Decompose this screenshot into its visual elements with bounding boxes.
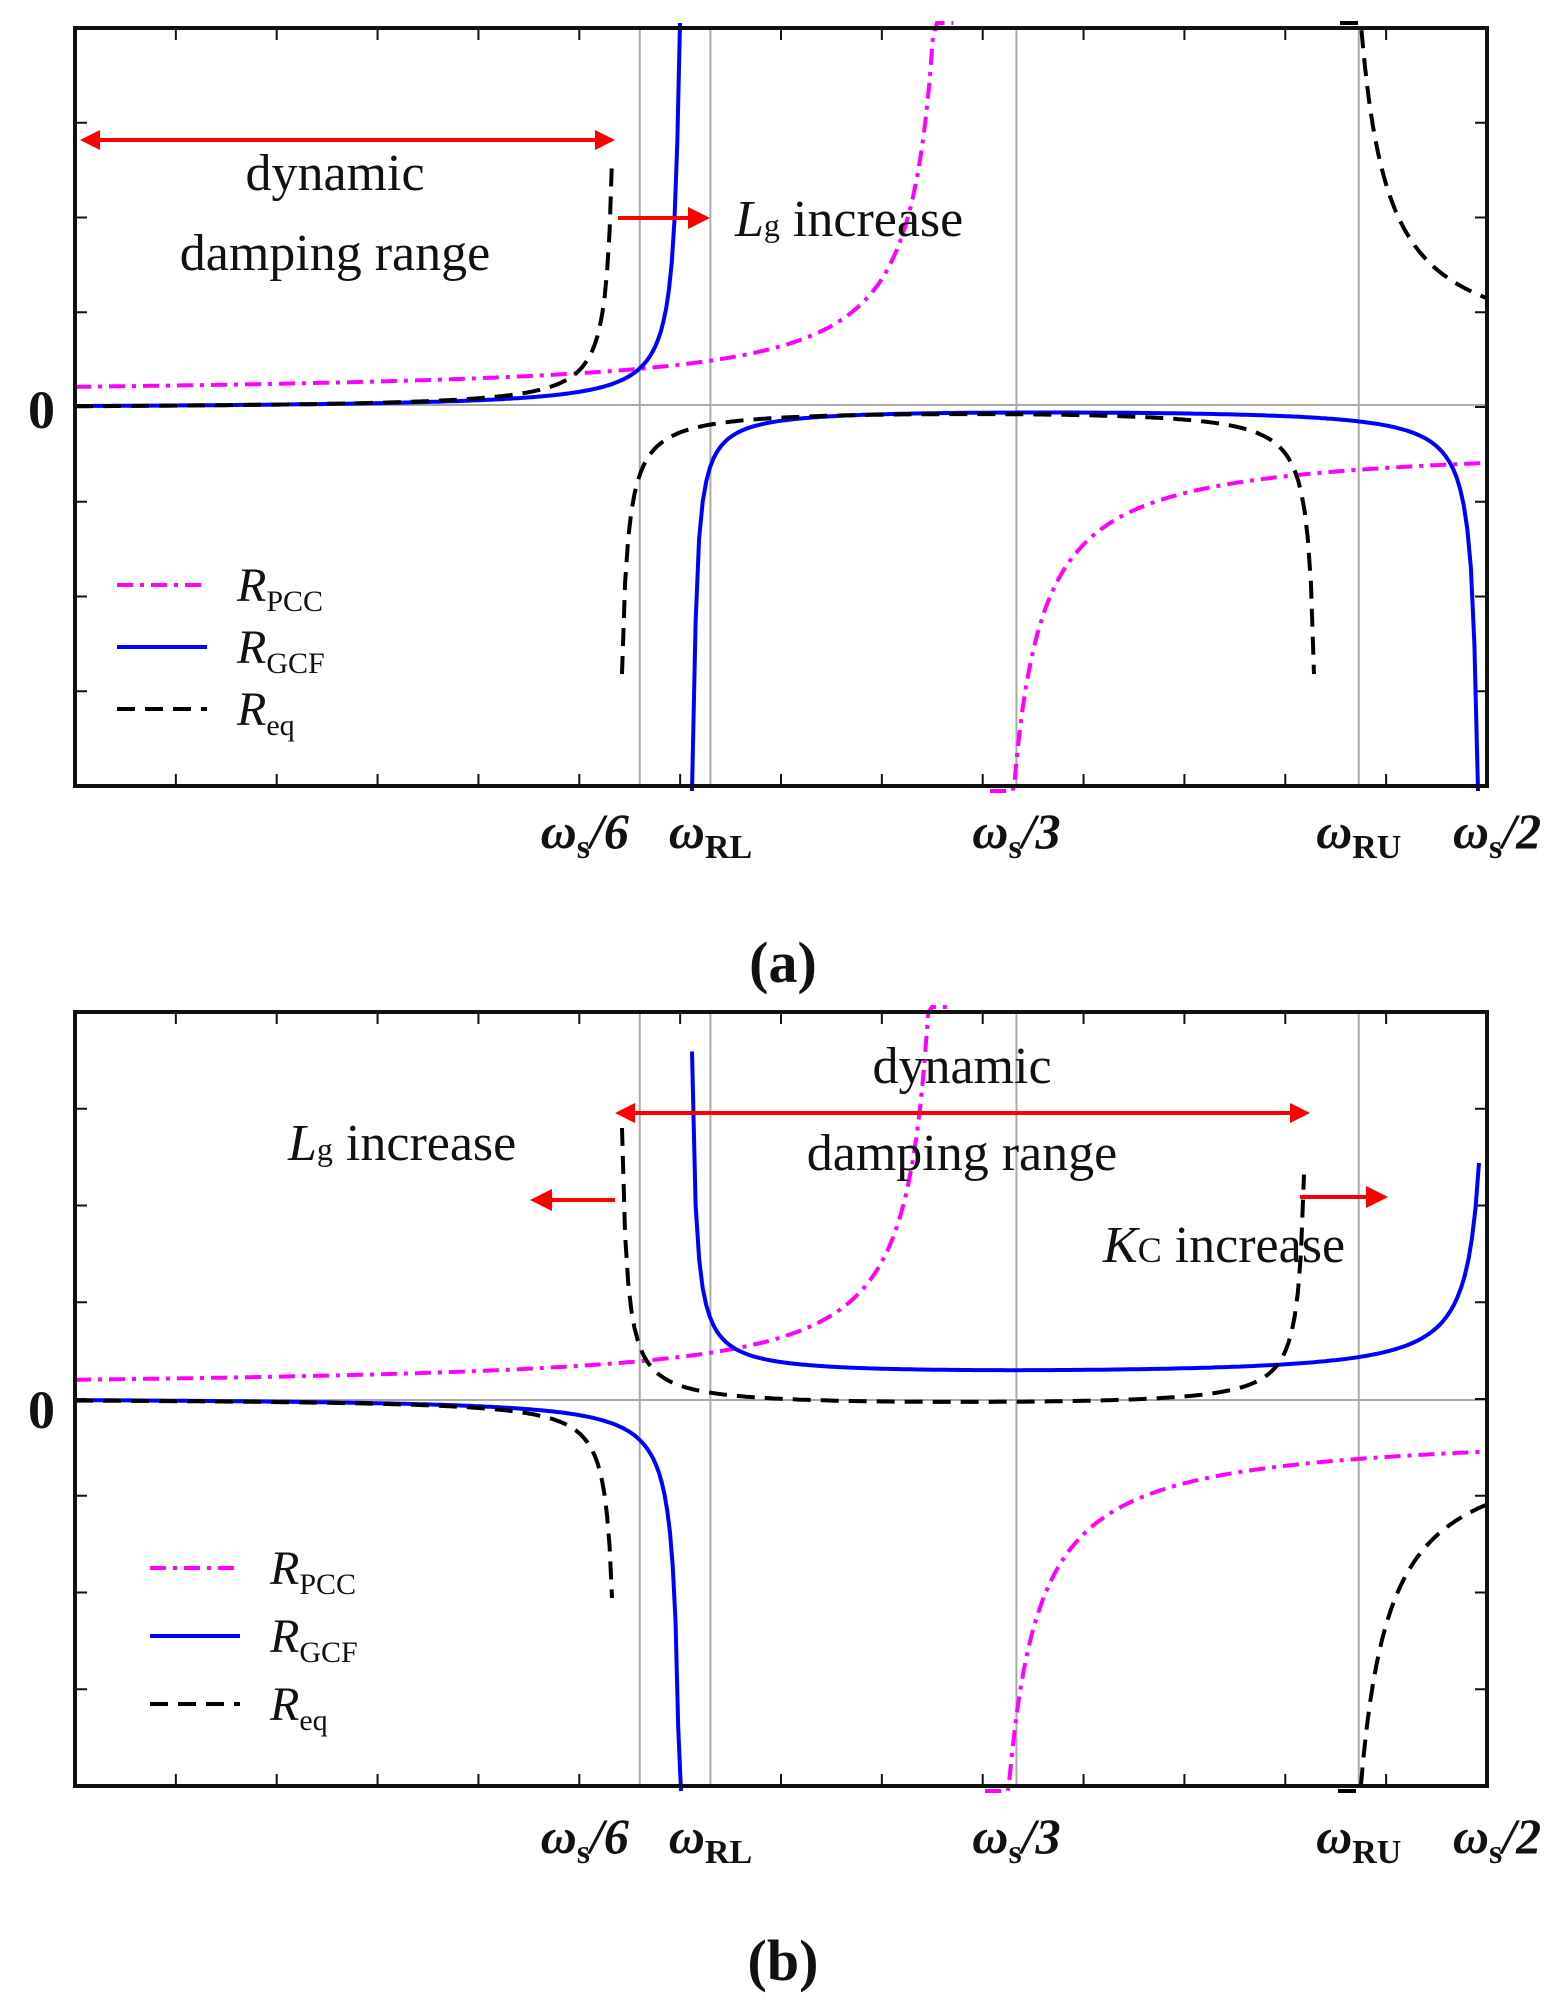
- panel-b-range-arrow: [615, 1103, 1310, 1123]
- series-rgcf: [690, 1051, 1481, 1373]
- panel-a-curves: [75, 21, 1488, 793]
- legend-label: Req: [269, 1678, 328, 1737]
- panel-b-curves: [75, 1005, 1488, 1793]
- x-tick-label: ωRU: [1316, 1808, 1401, 1871]
- x-tick-label: ωRL: [669, 1808, 752, 1871]
- x-tick-label: ωs/2: [1453, 803, 1541, 866]
- panel-a-lg-label: Lg increase: [734, 191, 963, 248]
- panel-a-x-tick-labels: ωs/6 ωRL ωs/3 ωRU ωs/2: [541, 803, 1542, 866]
- series-req: [75, 1398, 614, 1599]
- series-req: [1338, 1502, 1488, 1793]
- panel-a-range-arrow: [80, 130, 615, 150]
- series-req: [1340, 21, 1488, 301]
- legend-label: RPCC: [269, 1542, 356, 1601]
- panel-b: 0 dynamic damping range Lg increase KC i…: [28, 1005, 1542, 1993]
- legend-label: RGCF: [269, 1610, 358, 1669]
- series-req: [620, 412, 1316, 675]
- panel-b-lg-arrow: [530, 1189, 615, 1211]
- legend-label: RPCC: [236, 559, 323, 618]
- series-req: [620, 1127, 1306, 1404]
- panel-a-frame: [73, 26, 1489, 788]
- series-rpcc: [985, 1449, 1488, 1793]
- panel-b-caption: (b): [748, 1928, 819, 1993]
- series-rgcf: [690, 410, 1480, 792]
- x-tick-label: ωs/6: [541, 1808, 629, 1871]
- panel-a-zero-label: 0: [28, 380, 55, 440]
- panel-b-range-label-2: damping range: [807, 1125, 1117, 1182]
- x-tick-label: ωRL: [669, 803, 752, 866]
- x-tick-label: ωs/3: [972, 1808, 1060, 1871]
- panel-b-range-label-1: dynamic: [872, 1038, 1051, 1095]
- panel-b-zero-label: 0: [28, 1380, 55, 1440]
- panel-b-lg-label: Lg increase: [287, 1115, 516, 1172]
- series-rpcc: [75, 1005, 948, 1382]
- panel-a-caption: (a): [749, 930, 817, 995]
- legend-label: RGCF: [236, 621, 325, 680]
- series-rgcf: [75, 22, 682, 408]
- series-rpcc: [75, 21, 953, 389]
- x-tick-label: ωRU: [1316, 803, 1401, 866]
- panel-a-range-label-1: dynamic: [245, 145, 424, 202]
- series-rpcc: [990, 460, 1488, 793]
- panel-b-frame: [73, 1010, 1489, 1788]
- panel-a-range-label-2: damping range: [180, 225, 490, 282]
- panel-b-kc-label: KC increase: [1102, 1217, 1345, 1274]
- panel-a-lg-arrow: [618, 207, 710, 229]
- panel-b-grid: [75, 1012, 1487, 1786]
- panel-b-x-tick-labels: ωs/6 ωRL ωs/3 ωRU ωs/2: [541, 1808, 1542, 1871]
- x-tick-label: ωs/2: [1453, 1808, 1541, 1871]
- x-tick-label: ωs/3: [972, 803, 1060, 866]
- panel-b-kc-arrow: [1300, 1186, 1388, 1208]
- legend-label: Req: [236, 683, 295, 742]
- series-req: [75, 158, 614, 409]
- panel-a: 0 dynamic damping range Lg increase RPCC…: [28, 21, 1542, 995]
- panel-b-legend: RPCC RGCF Req: [150, 1542, 358, 1737]
- series-rgcf: [75, 1398, 683, 1792]
- x-tick-label: ωs/6: [541, 803, 629, 866]
